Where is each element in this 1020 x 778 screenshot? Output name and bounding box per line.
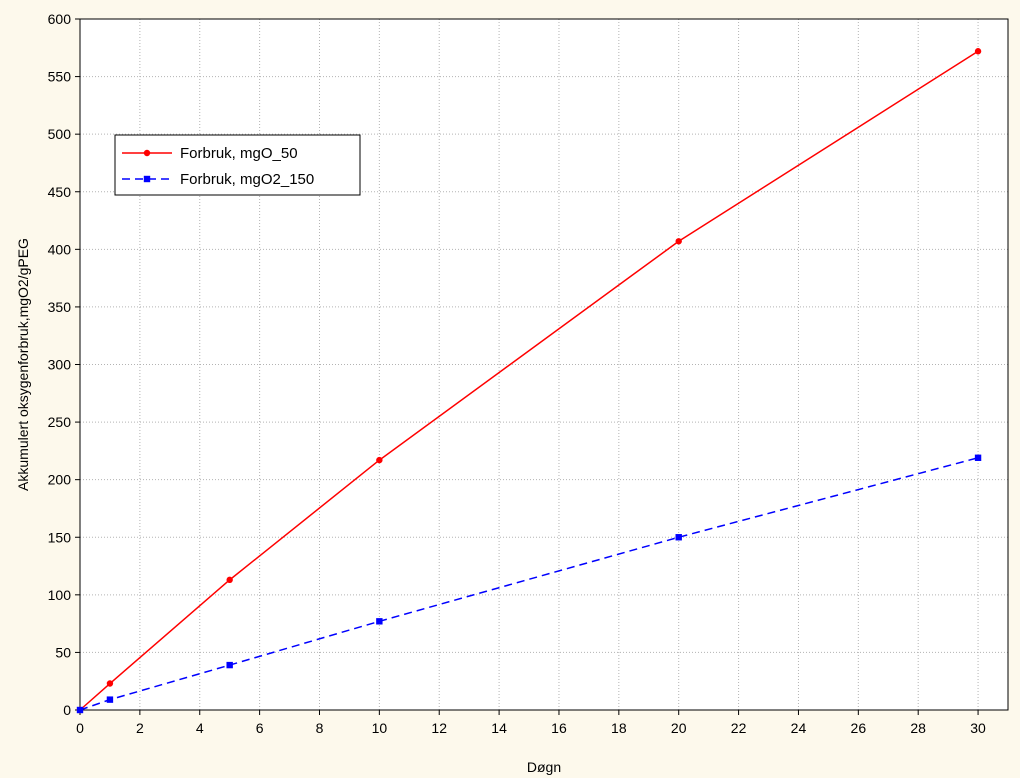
y-tick-label: 0 (63, 702, 71, 718)
y-tick-label: 550 (48, 69, 72, 85)
legend-item: Forbruk, mgO2_150 (122, 171, 314, 188)
data-point (974, 48, 982, 55)
x-tick-label: 10 (372, 720, 388, 736)
x-axis-label: Døgn (527, 759, 561, 775)
x-tick-label: 20 (671, 720, 687, 736)
legend-label: Forbruk, mgO_50 (180, 145, 298, 162)
x-tick-label: 2 (136, 720, 144, 736)
x-tick-label: 18 (611, 720, 627, 736)
legend-label: Forbruk, mgO2_150 (180, 171, 314, 188)
x-tick-label: 4 (196, 720, 204, 736)
series-2 (76, 454, 982, 714)
data-point (226, 576, 233, 584)
legend-marker (143, 175, 151, 183)
series-group (76, 48, 982, 714)
x-tick-label: 30 (970, 720, 986, 736)
y-tick-label: 350 (48, 299, 72, 315)
plot-frame (79, 18, 1009, 711)
data-point (376, 456, 383, 464)
data-point (974, 454, 982, 461)
data-point (226, 661, 233, 669)
x-tick-label: 8 (316, 720, 324, 736)
y-axis-label: Akkumulert oksygenforbruk,mgO2/gPEG (15, 238, 31, 491)
data-point (675, 238, 682, 245)
legend-item: Forbruk, mgO_50 (122, 145, 298, 162)
x-tick-label: 22 (731, 720, 747, 736)
y-tick-label: 500 (48, 126, 72, 142)
y-tick-label: 100 (48, 587, 72, 603)
y-ticks: 0 50 100 150 200 250 300 350 400 450 500 550 600 (48, 11, 80, 718)
x-tick-label: 28 (910, 720, 926, 736)
x-tick-label: 26 (851, 720, 867, 736)
data-point (106, 696, 114, 703)
x-tick-label: 14 (491, 720, 507, 736)
y-tick-label: 400 (48, 241, 72, 257)
data-point (675, 534, 682, 541)
x-tick-label: 6 (256, 720, 264, 736)
x-tick-label: 16 (551, 720, 567, 736)
x-tick-label: 12 (431, 720, 447, 736)
x-tick-label: 24 (791, 720, 807, 736)
series-line (79, 50, 979, 711)
x-tick-label: 0 (76, 720, 84, 736)
y-tick-label: 600 (48, 11, 72, 27)
y-tick-label: 200 (48, 472, 72, 488)
legend-box (114, 134, 361, 196)
legend: Forbruk, mgO_50 Forbruk, mgO2_150 (114, 134, 361, 196)
x-ticks: 0 2 4 6 8 10 12 14 16 18 20 22 24 26 28 30 (76, 710, 986, 736)
data-point (376, 618, 383, 625)
y-tick-label: 300 (48, 357, 72, 373)
plot-background (80, 19, 1008, 710)
data-point (76, 706, 84, 714)
y-tick-label: 250 (48, 414, 72, 430)
y-tick-label: 450 (48, 184, 72, 200)
legend-marker (143, 149, 151, 157)
y-tick-label: 50 (55, 644, 71, 660)
data-point (106, 680, 114, 687)
y-tick-label: 150 (48, 529, 72, 545)
series-line (79, 457, 979, 711)
grid (79, 18, 1008, 711)
